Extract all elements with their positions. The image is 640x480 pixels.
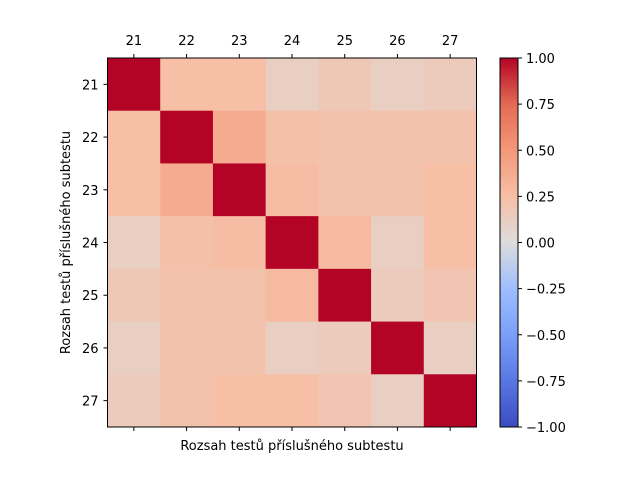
heatmap-cell [318, 216, 372, 270]
heatmap-cell [423, 321, 477, 375]
heatmap-cell [265, 374, 319, 428]
heatmap-cell [265, 110, 319, 164]
colorbar-tick-label: −0.25 [526, 283, 566, 298]
heatmap-cell [318, 374, 372, 428]
heatmap-cell [318, 58, 372, 112]
y-tick-label: 21 [82, 78, 99, 93]
heatmap-cell [371, 58, 425, 112]
x-tick-label: 24 [284, 34, 301, 49]
colorbar-ticks: 1.00 0.75 0.50 0.25 0.00 −0.25 −0.50 −0.75 −1.00 [518, 52, 566, 436]
x-tick-label: 22 [178, 34, 195, 49]
heatmap-cell [423, 374, 477, 428]
heatmap-cell [423, 58, 477, 112]
y-tick-label: 27 [82, 395, 99, 410]
heatmap-cells [107, 58, 477, 428]
y-tick-label: 24 [82, 237, 99, 252]
colorbar-tick-label: 0.00 [526, 237, 555, 252]
x-tick-label: 26 [389, 34, 406, 49]
heatmap-cell [371, 216, 425, 270]
heatmap-cell [160, 110, 214, 164]
heatmap-cell [371, 321, 425, 375]
colorbar-tick-label: 0.75 [526, 98, 555, 113]
heatmap-cell [107, 268, 161, 323]
heatmap-cell [265, 216, 319, 270]
heatmap-cell [160, 374, 214, 428]
heatmap-cell [160, 163, 214, 217]
heatmap-cell [318, 110, 372, 164]
heatmap-cell [265, 58, 319, 112]
x-axis-ticks: 21 22 23 24 25 26 27 [126, 34, 459, 431]
heatmap-cell [160, 58, 214, 112]
heatmap-cell [371, 268, 425, 323]
heatmap-cell [107, 163, 161, 217]
heatmap-cell [212, 374, 267, 428]
x-tick-label: 25 [336, 34, 353, 49]
heatmap-cell [371, 374, 425, 428]
heatmap-cell [318, 321, 372, 375]
heatmap-cell [265, 268, 319, 323]
heatmap-cell [107, 58, 161, 112]
colorbar-tick-label: 0.25 [526, 190, 555, 205]
heatmap-cell [212, 216, 267, 270]
colorbar-tick-label: −1.00 [526, 421, 566, 436]
heatmap-cell [371, 163, 425, 217]
heatmap-cell [107, 216, 161, 270]
heatmap-cell [160, 321, 214, 375]
colorbar-tick-label: −0.50 [526, 329, 566, 344]
colorbar [499, 57, 519, 428]
heatmap-cell [212, 110, 267, 164]
heatmap-cell [160, 268, 214, 323]
heatmap-cell [423, 163, 477, 217]
heatmap-cell [265, 321, 319, 375]
colorbar-tick-label: 1.00 [526, 52, 555, 67]
heatmap-cell [423, 110, 477, 164]
heatmap-cell [318, 268, 372, 323]
x-tick-label: 23 [231, 34, 248, 49]
heatmap-cell [107, 321, 161, 375]
heatmap-cell [371, 110, 425, 164]
heatmap-cell [423, 216, 477, 270]
y-tick-label: 26 [82, 342, 99, 357]
colorbar-tick-label: 0.50 [526, 144, 555, 159]
x-tick-label: 27 [442, 34, 459, 49]
heatmap-cell [318, 163, 372, 217]
y-tick-label: 22 [82, 131, 99, 146]
heatmap-cell [212, 268, 267, 323]
heatmap-cell [107, 374, 161, 428]
y-tick-label: 23 [82, 184, 99, 199]
heatmap-cell [265, 163, 319, 217]
x-axis-label: Rozsah testů příslušného subtestu [180, 439, 403, 454]
x-tick-label: 21 [126, 34, 143, 49]
heatmap-cell [212, 163, 267, 217]
heatmap-cell [107, 110, 161, 164]
y-tick-label: 25 [82, 289, 99, 304]
y-axis-ticks: 21 22 23 24 25 26 27 [82, 78, 108, 410]
heatmap-cell [212, 58, 267, 112]
heatmap-cell [160, 216, 214, 270]
y-axis-label: Rozsah testů příslušného subtestu [59, 131, 74, 354]
colorbar-tick-label: −0.75 [526, 375, 566, 390]
heatmap-cell [423, 268, 477, 323]
heatmap-cell [212, 321, 267, 375]
